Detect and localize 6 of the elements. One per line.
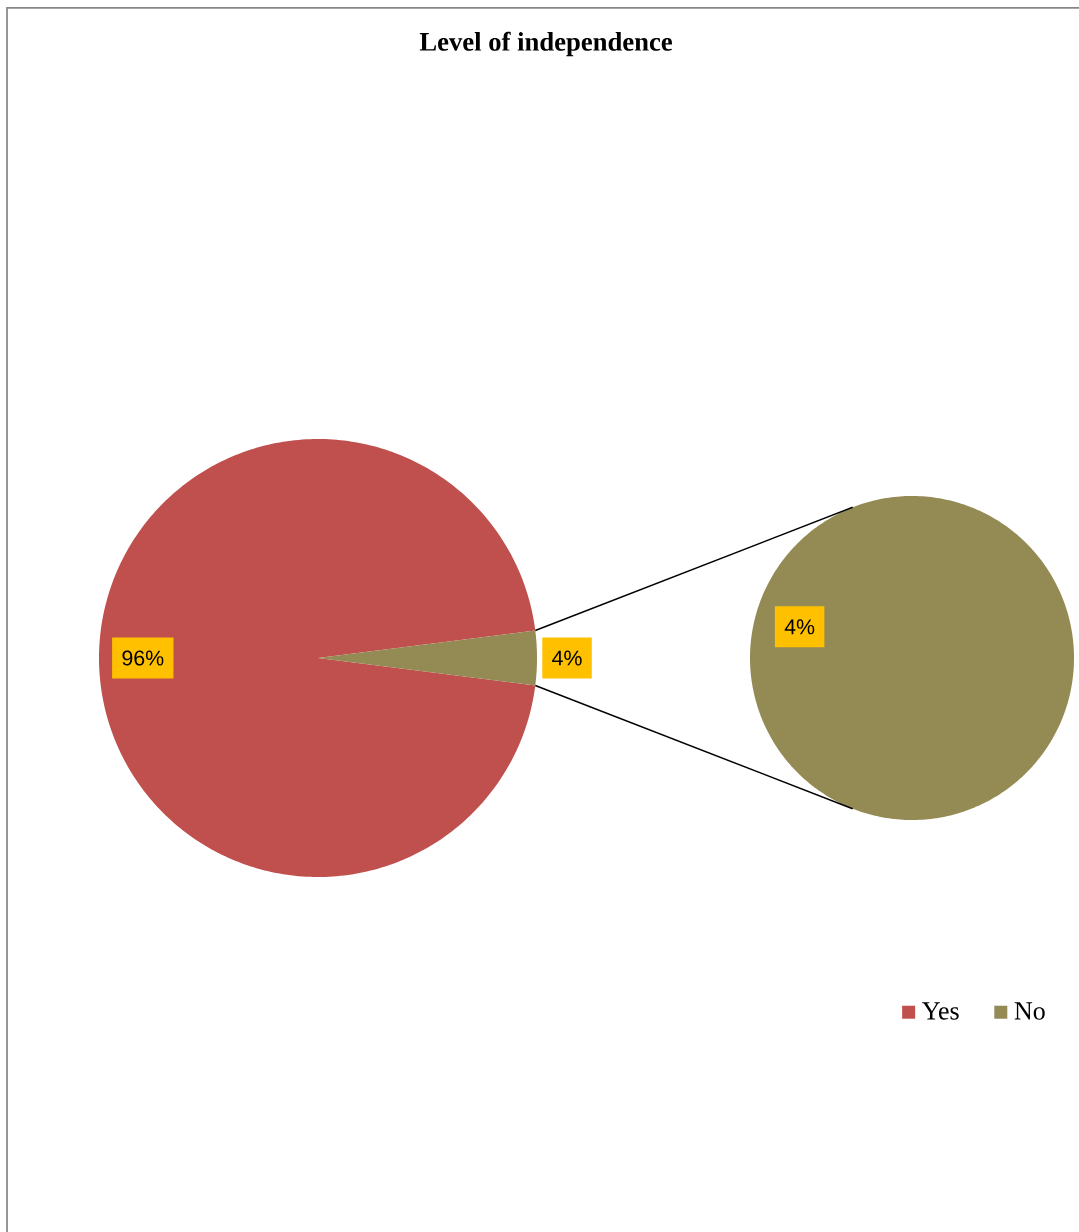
data-label: 4% bbox=[784, 619, 815, 635]
legend-label: Yes bbox=[922, 1002, 959, 1020]
legend-label: No bbox=[1014, 1002, 1045, 1020]
data-label: 96% bbox=[122, 650, 164, 666]
chart-title: Level of independence bbox=[419, 31, 672, 57]
data-label: 4% bbox=[552, 650, 582, 666]
